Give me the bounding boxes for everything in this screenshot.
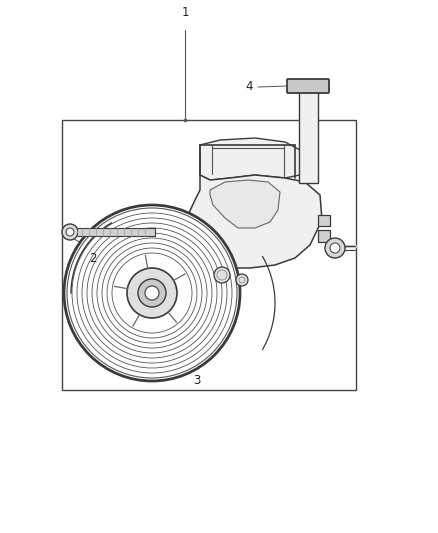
- Polygon shape: [185, 175, 322, 268]
- Circle shape: [138, 279, 166, 307]
- Text: 1: 1: [181, 6, 189, 19]
- Text: 3: 3: [193, 374, 201, 387]
- Circle shape: [214, 267, 230, 283]
- Bar: [78, 228, 155, 236]
- Text: 2: 2: [89, 252, 97, 265]
- Circle shape: [62, 224, 78, 240]
- Circle shape: [330, 243, 340, 253]
- Circle shape: [325, 238, 345, 258]
- Text: 4: 4: [246, 80, 253, 93]
- Circle shape: [236, 274, 248, 286]
- FancyBboxPatch shape: [287, 79, 329, 93]
- Circle shape: [66, 228, 74, 236]
- Bar: [318, 230, 330, 242]
- Polygon shape: [299, 90, 318, 183]
- Circle shape: [127, 268, 177, 318]
- Polygon shape: [200, 138, 300, 180]
- Bar: [318, 215, 330, 226]
- Polygon shape: [210, 180, 280, 228]
- Circle shape: [64, 205, 240, 381]
- Bar: [62, 120, 356, 390]
- Circle shape: [145, 286, 159, 300]
